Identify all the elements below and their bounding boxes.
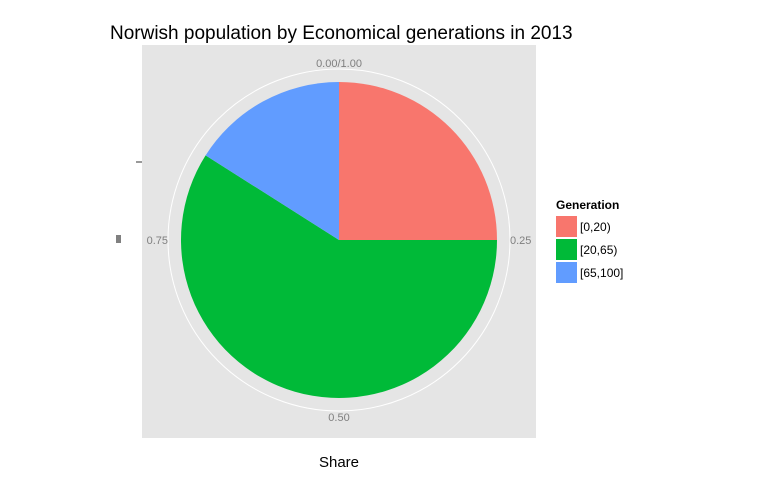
grid-circle (167, 68, 511, 412)
pie-slice-0 (339, 82, 497, 240)
y-axis-label-glyph (116, 235, 121, 243)
theta-tick-label-3: 0.75 (147, 235, 168, 247)
legend-label-0: [0,20) (580, 220, 611, 234)
legend-title: Generation (556, 198, 619, 212)
legend-key-1 (556, 239, 577, 260)
x-axis-label: Share (319, 454, 359, 471)
pie-slice-2 (205, 82, 339, 240)
legend-label-2: [65,100] (580, 266, 623, 280)
legend: Generation [0,20) [20,65) [65,100] (556, 198, 623, 283)
legend-key-2 (556, 262, 577, 283)
chart-title: Norwish population by Economical generat… (110, 23, 573, 44)
legend-label-1: [20,65) (580, 243, 617, 257)
theta-tick-label-2: 0.50 (328, 412, 349, 424)
pie-slices (181, 82, 497, 398)
theta-tick-label-0: 0.00/1.00 (316, 58, 362, 70)
theta-ticks: 0.00/1.00 0.25 0.50 0.75 (147, 58, 532, 424)
pie-slice-1 (181, 155, 497, 398)
theta-tick-label-1: 0.25 (510, 235, 531, 247)
legend-key-0 (556, 216, 577, 237)
